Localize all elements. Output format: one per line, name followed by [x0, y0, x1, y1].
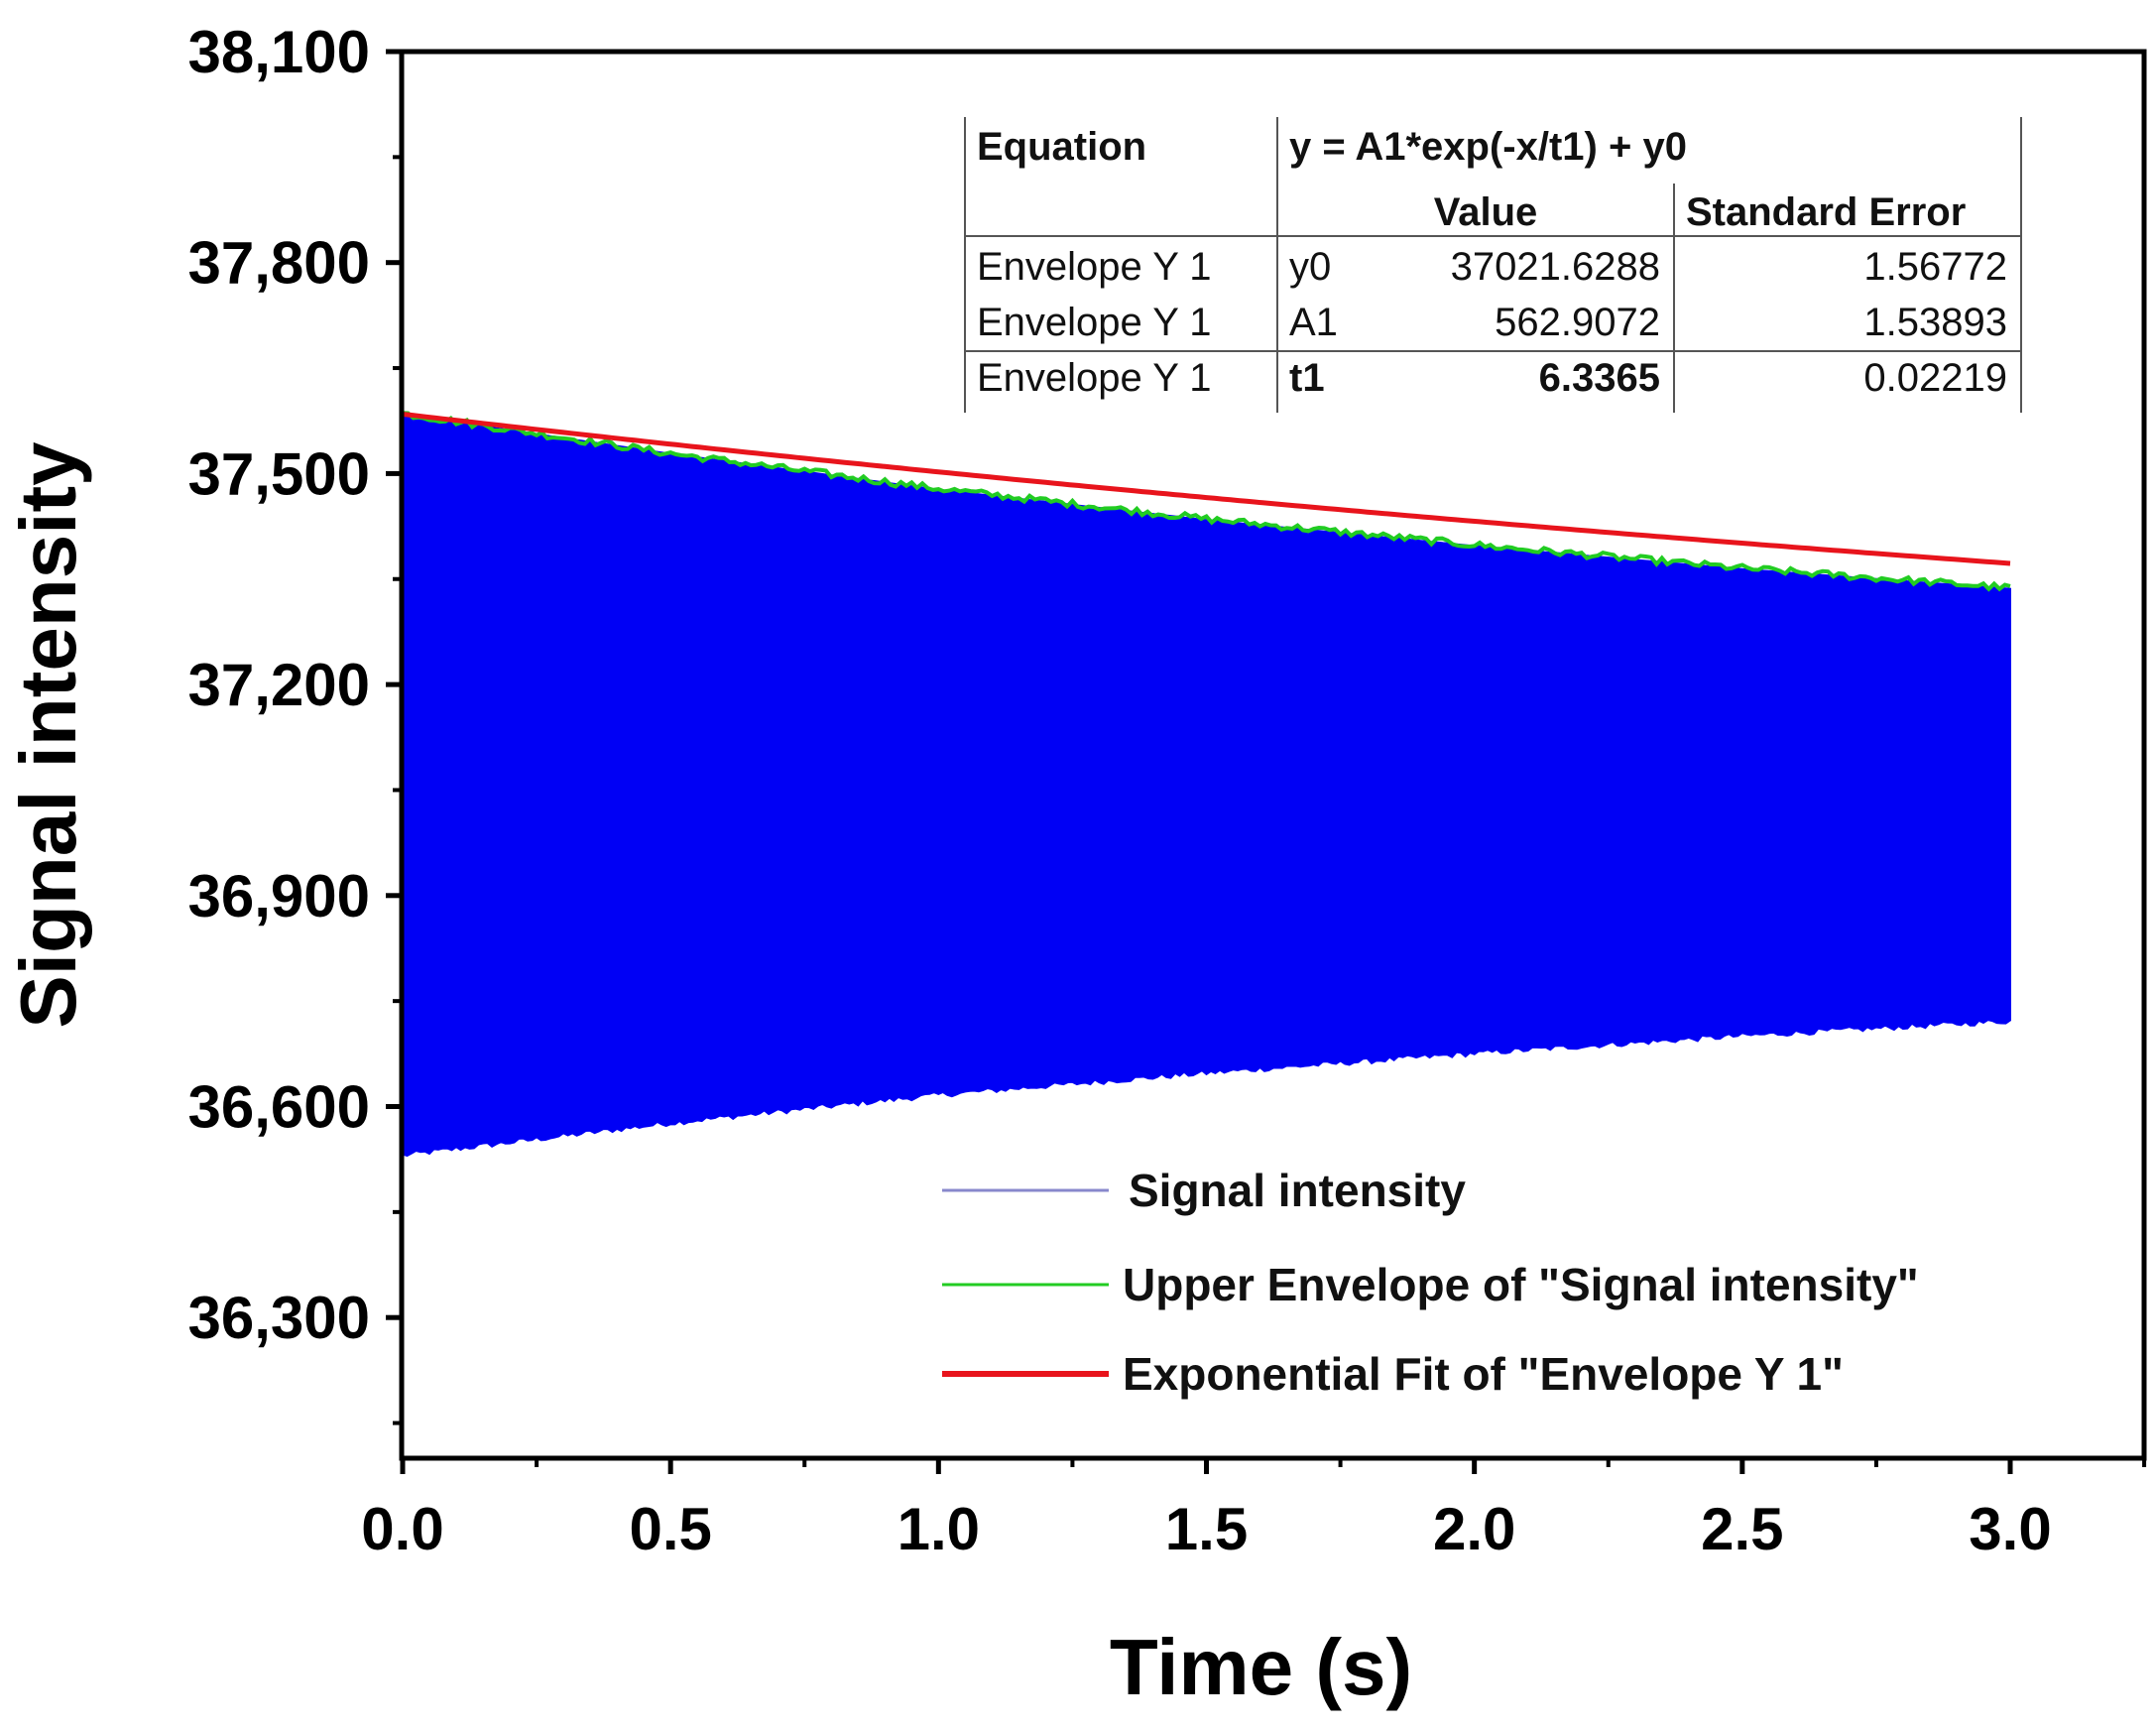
table-cell-param: y0: [1289, 245, 1331, 289]
y-tick-label: 37,500: [187, 440, 370, 507]
y-tick-label: 37,200: [187, 652, 370, 718]
x-tick-label: 3.0: [1969, 1496, 2051, 1562]
table-cell-error: 1.53893: [1863, 301, 2007, 344]
x-tick-label: 1.0: [898, 1496, 980, 1562]
plot-area: [402, 411, 2011, 1158]
series-upper-envelope: [402, 411, 2011, 592]
x-tick-label: 2.0: [1433, 1496, 1515, 1562]
table-cell-param: t1: [1289, 356, 1325, 400]
table-header-error: Standard Error: [1686, 190, 1966, 234]
table-cell-dataset: Envelope Y 1: [977, 301, 1212, 344]
table-header-value: Value: [1434, 190, 1538, 234]
table-cell-value: 562.9072: [1495, 301, 1660, 344]
y-axis-title: Signal intensity: [4, 441, 92, 1029]
y-tick-label: 36,600: [187, 1074, 370, 1141]
fit-results-table: Equation y = A1*exp(-x/t1) + y0 Value Stand…: [964, 117, 2022, 413]
table-cell-error: 0.02219: [1863, 356, 2007, 400]
table-cell-value: 6.3365: [1539, 356, 1660, 400]
table-cell-param: A1: [1289, 301, 1338, 344]
y-tick-label: 38,100: [187, 19, 370, 85]
table-equation-label: Equation: [977, 125, 1146, 169]
plot-frame: [399, 49, 2147, 1461]
x-tick-label: 2.5: [1701, 1496, 1783, 1562]
legend-label: Upper Envelope of "Signal intensity": [1123, 1259, 1919, 1310]
y-tick-label: 36,900: [187, 863, 370, 929]
x-tick-label: 0.0: [361, 1496, 443, 1562]
x-tick-label: 0.5: [629, 1496, 711, 1562]
legend-label: Signal intensity: [1129, 1165, 1466, 1216]
y-tick-label: 37,800: [187, 230, 370, 297]
legend: Signal intensity Upper Envelope of "Signa…: [942, 1165, 1919, 1400]
table-cell-error: 1.56772: [1863, 245, 2007, 289]
table-cell-value: 37021.6288: [1451, 245, 1660, 289]
table-cell-dataset: Envelope Y 1: [977, 356, 1212, 400]
series-signal-intensity: [402, 413, 2011, 1158]
series-exponential-fit: [402, 412, 2011, 566]
y-tick-label: 36,300: [187, 1285, 370, 1351]
table-cell-dataset: Envelope Y 1: [977, 245, 1212, 289]
x-axis-title: Time (s): [1110, 1623, 1412, 1711]
x-tick-label: 1.5: [1165, 1496, 1248, 1562]
axes: 36,300 36,600 36,900 37,200 37,500 37,800 38,1…: [4, 19, 2147, 1711]
table-equation: y = A1*exp(-x/t1) + y0: [1289, 125, 1687, 169]
legend-label: Exponential Fit of "Envelope Y 1": [1123, 1348, 1844, 1400]
